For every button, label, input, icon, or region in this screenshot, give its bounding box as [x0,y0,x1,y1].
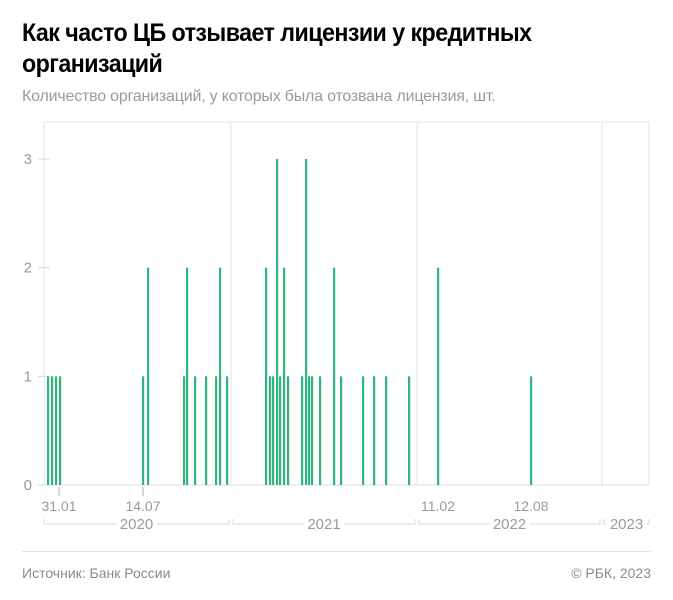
bar [373,376,376,485]
chart-subtitle: Количество организаций, у которых была о… [22,88,496,105]
bar [308,376,311,485]
bar [205,376,208,485]
bar [385,376,388,485]
year-label: 2020 [120,516,153,533]
source-note: Источник: Банк России [22,565,171,581]
bar [305,159,308,485]
x-tick-label: 12.08 [513,498,548,514]
bar-series [47,159,533,485]
y-tick-label: 2 [24,260,32,277]
bar [279,376,282,485]
bar [333,267,336,485]
bar [408,376,411,485]
x-tick-label: 14.07 [125,498,160,514]
bar [265,267,268,485]
bar [340,376,343,485]
chart-title: Как часто ЦБ отзывает лицензии у кредитн… [22,19,532,78]
x-axis: 31.01 14.07 11.02 12.08 2020 2021 2022 2023 [41,487,650,533]
year-label: 2022 [493,516,526,533]
bar [55,376,58,485]
bar [319,376,322,485]
year-bracket [418,519,601,525]
year-bracket [603,519,650,525]
bar [530,376,533,485]
bar [183,376,186,485]
y-tick-label: 0 [24,477,32,494]
bar-chart: 0 1 2 3 31.01 14.07 11.02 12.08 2020 2021 2022 202… [24,121,650,533]
copyright-note: © РБК, 2023 [571,565,651,581]
bar [283,267,286,485]
year-bracket [43,519,230,525]
bar [186,267,189,485]
bar [219,267,222,485]
x-tick-label: 31.01 [41,498,76,514]
bar [47,376,50,485]
year-label: 2023 [610,516,643,533]
year-label: 2021 [307,516,340,533]
bar [142,376,145,485]
bar [51,376,54,485]
bar [287,376,290,485]
bar [311,376,314,485]
grid-lines [43,121,650,486]
bar [59,376,62,485]
x-tick-label: 11.02 [421,498,455,514]
bar [147,267,150,485]
bar [226,376,229,485]
bar [437,267,440,485]
bar [269,376,272,485]
bar [194,376,197,485]
bar [272,376,275,485]
y-tick-label: 1 [24,368,32,385]
bar [276,159,279,485]
footer-divider [22,551,651,552]
bar [301,376,304,485]
bar [215,376,218,485]
bar [362,376,365,485]
y-axis: 0 1 2 3 [24,151,50,494]
y-tick-label: 3 [24,151,32,168]
year-bracket [232,519,416,525]
